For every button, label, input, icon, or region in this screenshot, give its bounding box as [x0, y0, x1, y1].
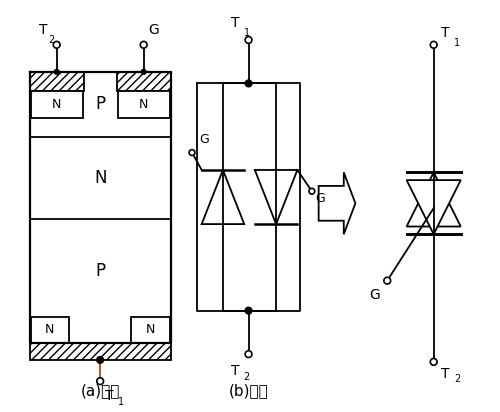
Circle shape — [140, 41, 147, 48]
Polygon shape — [406, 180, 461, 234]
Circle shape — [97, 356, 103, 363]
Circle shape — [141, 69, 146, 74]
Text: G: G — [199, 133, 208, 145]
Circle shape — [245, 80, 252, 87]
Circle shape — [309, 188, 315, 194]
Text: N: N — [52, 98, 62, 111]
Circle shape — [189, 150, 195, 155]
Text: N: N — [45, 323, 54, 337]
Bar — [30, 91, 83, 118]
Text: 1: 1 — [454, 37, 460, 48]
Circle shape — [384, 277, 390, 284]
Bar — [116, 72, 170, 91]
Polygon shape — [406, 172, 461, 227]
Text: 2: 2 — [454, 375, 460, 384]
Text: N: N — [139, 98, 148, 111]
Bar — [30, 72, 84, 91]
Polygon shape — [255, 170, 298, 224]
Polygon shape — [202, 170, 244, 224]
Text: T: T — [442, 367, 450, 381]
Text: 2: 2 — [244, 372, 250, 382]
Text: (b)电路: (b)电路 — [228, 383, 268, 398]
Text: G: G — [148, 23, 158, 37]
Circle shape — [54, 41, 60, 48]
Text: G: G — [369, 288, 380, 302]
Text: T: T — [105, 389, 114, 403]
Polygon shape — [318, 172, 356, 234]
Text: 2: 2 — [48, 35, 55, 45]
Text: 1: 1 — [244, 28, 250, 38]
Bar — [30, 342, 170, 360]
Circle shape — [54, 69, 59, 74]
Bar — [118, 91, 170, 118]
Text: T: T — [231, 364, 239, 378]
Circle shape — [245, 307, 252, 314]
Bar — [131, 317, 170, 342]
Circle shape — [245, 351, 252, 358]
Circle shape — [97, 378, 103, 384]
Circle shape — [430, 41, 437, 48]
Circle shape — [245, 37, 252, 43]
Circle shape — [430, 358, 437, 365]
Text: (a)结构: (a)结构 — [80, 383, 120, 398]
Text: P: P — [95, 95, 105, 113]
Text: N: N — [146, 323, 155, 337]
Text: T: T — [442, 26, 450, 40]
Text: N: N — [94, 169, 106, 187]
Bar — [30, 317, 69, 342]
Text: T: T — [231, 16, 239, 30]
Text: T: T — [39, 23, 48, 37]
Text: P: P — [95, 262, 105, 280]
Text: G: G — [315, 192, 324, 206]
Text: 1: 1 — [118, 397, 124, 407]
